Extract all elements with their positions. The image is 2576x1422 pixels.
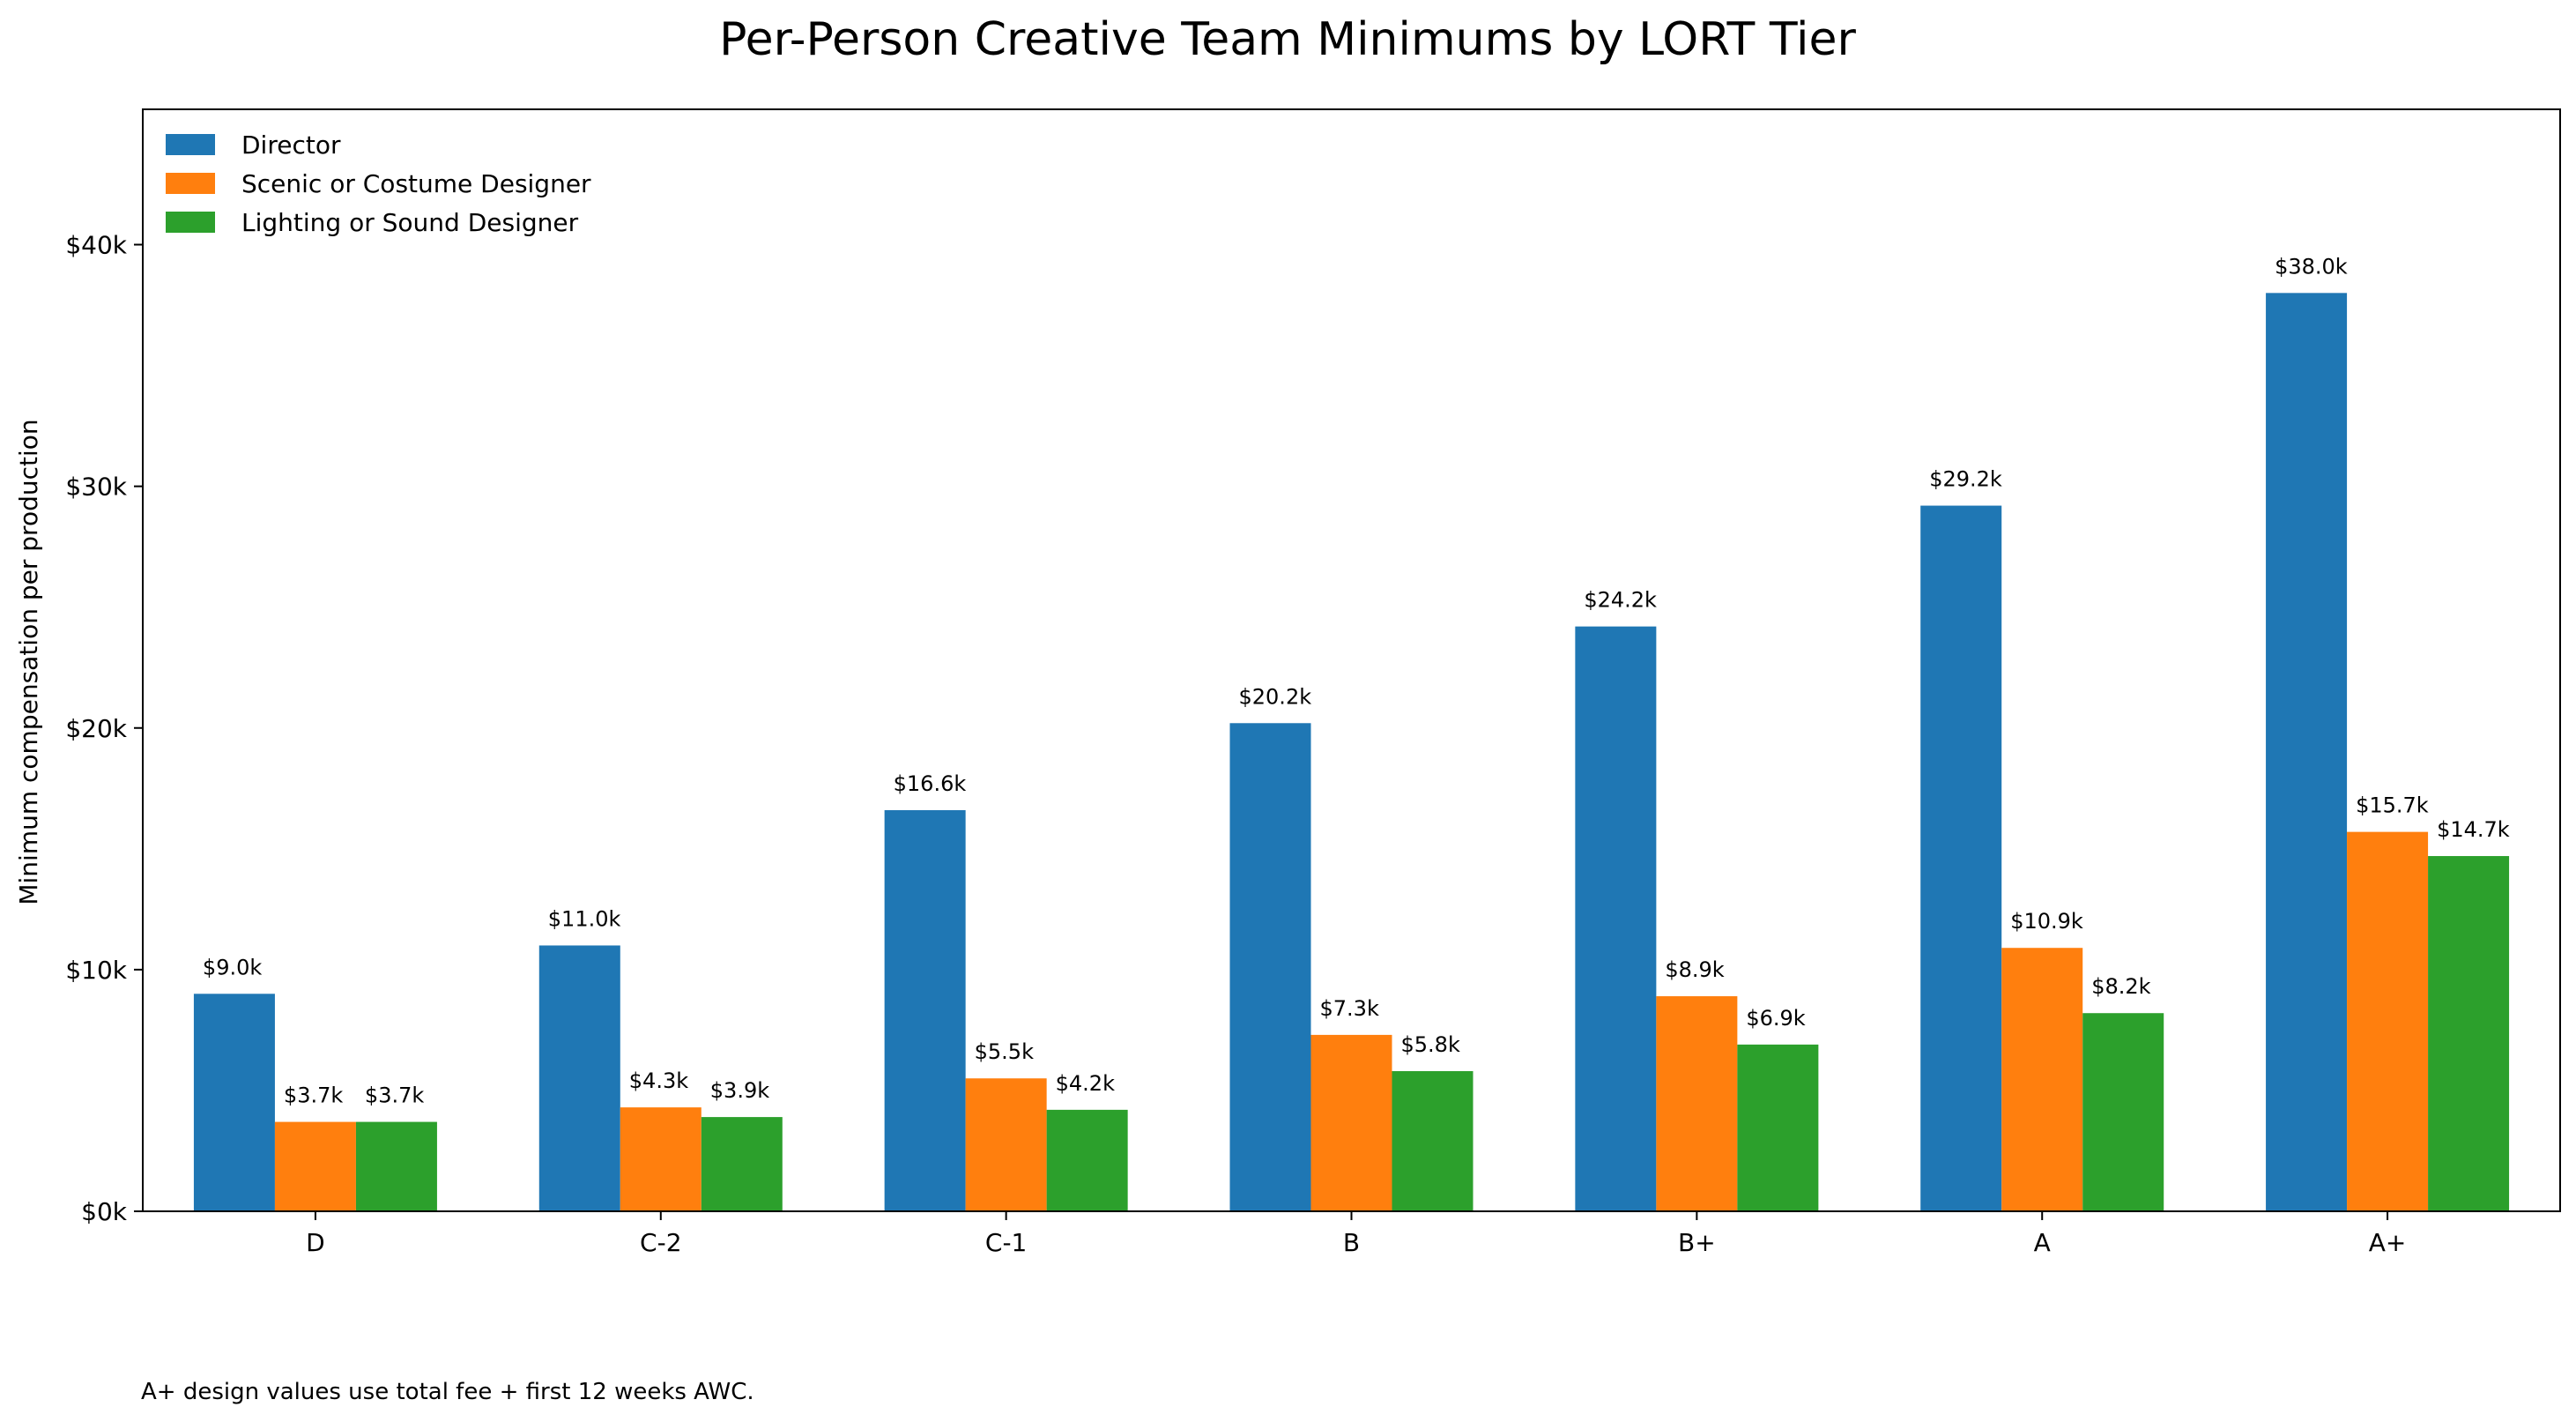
- bar-value-label: $8.9k: [1665, 957, 1724, 982]
- bar-scenic-costume-aplus: [2347, 831, 2429, 1211]
- x-tick-label: C-1: [985, 1228, 1027, 1257]
- bar-lighting-sound-c-1: [1046, 1109, 1128, 1211]
- bar-scenic-costume-c-1: [965, 1078, 1047, 1211]
- bar-lighting-sound-d: [355, 1121, 437, 1211]
- y-tick-label: $10k: [65, 956, 127, 985]
- legend-swatch: [166, 212, 215, 233]
- bar-value-label: $3.7k: [365, 1083, 424, 1108]
- plot-area: $9.0k $3.7k $3.7k $11.0k $4.3k $3.9k $16.6k $5.…: [65, 108, 2561, 1257]
- bar-value-label: $5.5k: [975, 1039, 1034, 1064]
- bar-value-label: $11.0k: [548, 906, 621, 931]
- y-tick-label: $40k: [65, 231, 127, 260]
- bar-value-label: $4.3k: [629, 1068, 688, 1093]
- bar-value-label: $9.0k: [203, 955, 262, 979]
- bar-value-label: $15.7k: [2356, 793, 2429, 818]
- chart-title: Per-Person Creative Team Minimums by LOR…: [719, 13, 1856, 66]
- bar-lighting-sound-a: [2082, 1013, 2164, 1211]
- bar-value-label: $7.3k: [1320, 996, 1379, 1021]
- x-tick-label: B: [1343, 1228, 1360, 1257]
- bar-value-label: $8.2k: [2091, 974, 2150, 999]
- bar-value-label: $3.9k: [710, 1078, 769, 1103]
- y-axis-label: Minimum compensation per production: [14, 419, 43, 905]
- bar-scenic-costume-b: [1310, 1034, 1392, 1211]
- x-tick-label: A+: [2369, 1228, 2407, 1257]
- bar-value-label: $4.2k: [1056, 1071, 1115, 1096]
- legend-label: Scenic or Costume Designer: [241, 169, 591, 198]
- legend: Director Scenic or Costume Designer Lighti…: [166, 130, 591, 237]
- y-tick-label: $30k: [65, 473, 127, 502]
- legend-swatch: [166, 134, 215, 155]
- legend-swatch: [166, 173, 215, 194]
- bar-value-label: $24.2k: [1584, 588, 1657, 613]
- x-tick-label: C-2: [640, 1228, 681, 1257]
- y-tick-label: $0k: [81, 1197, 128, 1226]
- y-tick-label: $20k: [65, 714, 127, 743]
- bar-value-label: $29.2k: [1929, 467, 2002, 492]
- legend-label: Director: [241, 130, 341, 160]
- bar-value-label: $5.8k: [1401, 1032, 1460, 1057]
- bar-value-label: $16.6k: [894, 771, 967, 796]
- x-tick-label: D: [306, 1228, 325, 1257]
- bar-lighting-sound-bplus: [1737, 1044, 1819, 1211]
- bar-lighting-sound-c-2: [701, 1117, 783, 1211]
- bar-value-label: $10.9k: [2010, 909, 2083, 934]
- bar-value-label: $6.9k: [1746, 1006, 1805, 1031]
- bar-scenic-costume-c-2: [620, 1107, 702, 1211]
- bar-director-c-2: [538, 945, 620, 1211]
- bar-value-label: $20.2k: [1239, 684, 1312, 709]
- legend-label: Lighting or Sound Designer: [241, 208, 579, 237]
- bar-director-bplus: [1575, 626, 1657, 1211]
- bar-scenic-costume-d: [274, 1121, 356, 1211]
- bar-lighting-sound-b: [1392, 1071, 1474, 1211]
- bar-value-label: $14.7k: [2437, 817, 2510, 842]
- bar-value-label: $3.7k: [284, 1083, 343, 1108]
- bar-director-aplus: [2266, 293, 2348, 1211]
- x-tick-label: B+: [1678, 1228, 1716, 1257]
- bar-lighting-sound-aplus: [2428, 856, 2510, 1211]
- bar-scenic-costume-a: [2001, 948, 2083, 1211]
- bar-director-b: [1229, 723, 1311, 1211]
- bar-value-label: $38.0k: [2275, 254, 2348, 279]
- bar-scenic-costume-bplus: [1656, 996, 1738, 1211]
- x-tick-label: A: [2034, 1228, 2051, 1257]
- bar-director-a: [1920, 505, 2002, 1211]
- bar-director-c-1: [884, 809, 966, 1211]
- bar-director-d: [193, 994, 275, 1211]
- footnote: A+ design values use total fee + first 1…: [141, 1379, 754, 1405]
